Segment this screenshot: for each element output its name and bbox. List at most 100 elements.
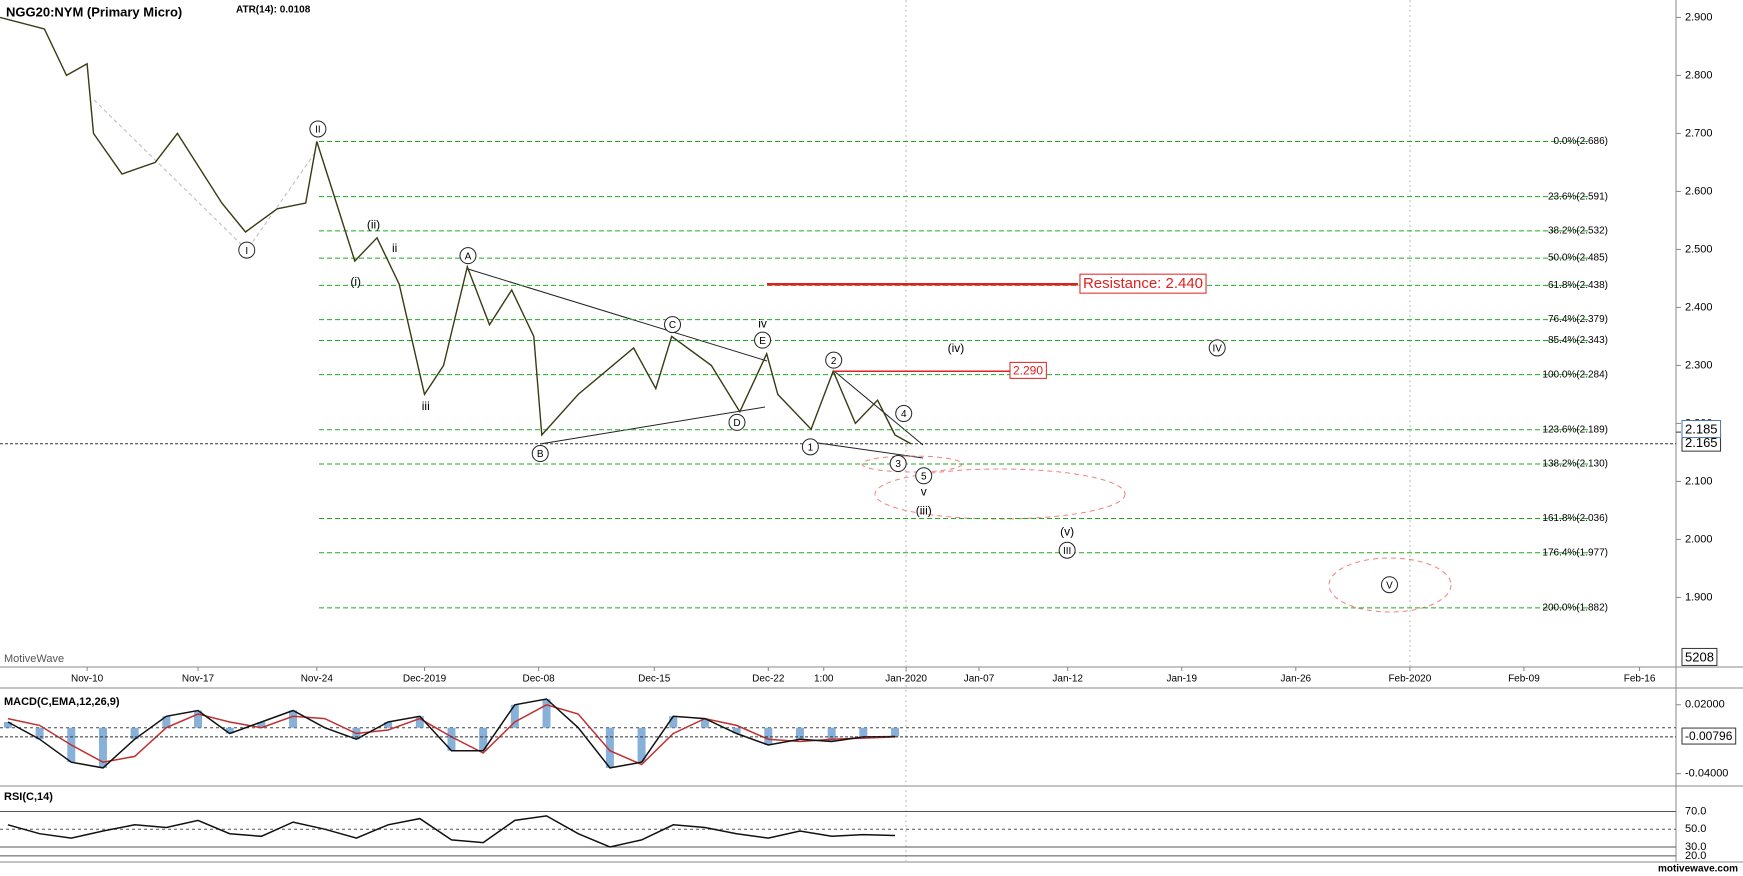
y-tick-label: 2.900: [1685, 11, 1713, 23]
rsi-label: RSI(C,14): [4, 791, 53, 803]
macd-histogram: [637, 727, 646, 763]
wave-circle: [889, 455, 907, 473]
wave-label: E: [759, 336, 766, 347]
macd-histogram: [795, 727, 804, 740]
x-tick-label: Jan-07: [964, 674, 995, 685]
macd-histogram: [732, 727, 741, 734]
macd-histogram: [827, 727, 836, 742]
wave-label: iv: [758, 317, 767, 331]
y-tick-label: 2.100: [1685, 475, 1713, 487]
wave-circle: [754, 331, 772, 349]
fib-label: 200.0%(1.882): [1542, 602, 1608, 613]
x-tick-label: Dec-15: [638, 674, 671, 685]
macd-histogram: [35, 727, 44, 740]
wave-circle: [309, 120, 327, 138]
x-tick-label: Jan-19: [1166, 674, 1197, 685]
macd-histogram: [510, 704, 519, 728]
x-tick-label: Nov-17: [182, 674, 215, 685]
x-tick-label: Feb-2020: [1388, 674, 1431, 685]
wave-label: C: [669, 320, 676, 331]
y-tick-label: 70.0: [1685, 805, 1706, 817]
wave-circle: [664, 316, 682, 334]
x-tick-label: Jan-26: [1281, 674, 1312, 685]
wave-circle: [728, 413, 746, 431]
y-tick-label: 50.0: [1685, 823, 1706, 835]
wave-label: (iii): [916, 503, 932, 517]
wave-label: I: [245, 246, 248, 257]
fib-label: 123.6%(2.189): [1542, 424, 1608, 435]
x-tick-label: Feb-16: [1624, 674, 1656, 685]
macd-histogram: [605, 727, 614, 768]
wave-circle: [801, 438, 819, 456]
wave-label: (ii): [367, 218, 380, 232]
fib-label: 0.0%(2.686): [1554, 136, 1608, 147]
wave-guide: [93, 99, 318, 251]
resistance-label: Resistance: 2.440: [1083, 275, 1203, 292]
label-box: [1009, 361, 1047, 379]
x-tick-label: Jan-2020: [885, 674, 927, 685]
footer: motivewave.com: [1658, 864, 1738, 875]
x-tick-label: 1:00: [814, 674, 834, 685]
trend-line: [833, 370, 924, 446]
x-tick-label: Dec-22: [752, 674, 785, 685]
wave-label: iii: [422, 399, 430, 413]
wave-circle: [1058, 541, 1076, 559]
wave-label: 5: [921, 471, 927, 482]
macd-histogram: [700, 718, 709, 728]
y-tick-label: 2.800: [1685, 69, 1713, 81]
macd-histogram: [225, 727, 234, 734]
wave-circle: [895, 405, 913, 423]
macd-histogram: [669, 716, 678, 728]
target-zone: [1328, 557, 1452, 613]
wave-circle: [1381, 576, 1398, 594]
wave-circle: [915, 467, 933, 485]
ask-price-label: 2.185: [1685, 422, 1718, 437]
rsi-line: [7, 815, 896, 848]
wave-label: v: [921, 484, 927, 498]
x-tick-label: Nov-24: [301, 674, 334, 685]
fib-label: 100.0%(2.284): [1542, 369, 1608, 380]
macd-histogram: [859, 727, 868, 737]
wave-label: 2: [831, 356, 837, 367]
wave-label: V: [1386, 580, 1393, 591]
fib-label: 85.4%(2.343): [1548, 335, 1608, 346]
y-tick-label: 2.400: [1685, 301, 1713, 313]
macd-histogram: [3, 722, 12, 728]
volume-label: 5208: [1685, 649, 1714, 664]
label-box: [1079, 273, 1207, 294]
wave-label: 1: [808, 443, 814, 454]
macd-label: MACD(C,EMA,12,26,9): [4, 696, 120, 708]
wave-label: IV: [1212, 344, 1222, 355]
fib-label: 176.4%(1.977): [1542, 547, 1608, 558]
wave-circle: [531, 445, 549, 463]
wave-circle: [825, 351, 843, 369]
macd-histogram: [257, 722, 266, 728]
wave-label: 3: [895, 459, 901, 470]
macd-histogram: [479, 727, 488, 751]
y-tick-label: 30.0: [1685, 841, 1706, 853]
macd-histogram: [447, 727, 456, 751]
wave-label: A: [465, 251, 472, 262]
y-tick-label: 2.300: [1685, 359, 1713, 371]
annotations: [93, 99, 1452, 613]
x-tick-label: Nov-10: [71, 674, 104, 685]
wave-circle: [459, 247, 477, 265]
wave-label: 4: [901, 409, 907, 420]
y-tick-label: 2.700: [1685, 127, 1713, 139]
macd-histogram: [130, 727, 139, 740]
macd-histogram: [384, 722, 393, 728]
trend-line: [810, 441, 924, 459]
wave-label: D: [733, 418, 740, 429]
fib-label: 138.2%(2.130): [1542, 459, 1608, 470]
fib-label: 161.8%(2.036): [1542, 513, 1608, 524]
macd-histogram: [764, 727, 773, 745]
last-price-label: 2.165: [1685, 435, 1718, 450]
y-tick-label: 2.000: [1685, 533, 1713, 545]
y-tick-label: 0.02000: [1685, 699, 1725, 711]
macd-histogram: [542, 699, 551, 728]
wave-label: B: [537, 449, 544, 460]
atr-label: ATR(14): 0.0108: [236, 5, 311, 16]
fib-label: 50.0%(2.485): [1548, 253, 1608, 264]
wave-label: (iv): [948, 341, 965, 355]
